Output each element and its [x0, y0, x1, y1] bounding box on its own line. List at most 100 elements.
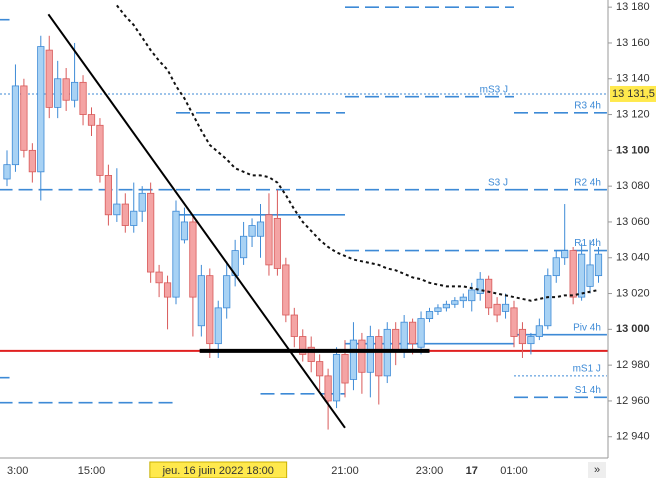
candle-body — [485, 278, 493, 309]
level-label: mS3 J — [480, 84, 508, 95]
candle-body — [451, 300, 459, 305]
y-tick-label: 13 020 — [616, 287, 650, 299]
candle-body — [425, 311, 434, 319]
y-tick-label: 13 140 — [616, 73, 650, 85]
axes: 12 940 12 960 12 980 13 000 13 020 13 040 13 0… — [7, 1, 656, 479]
candle-body — [501, 303, 510, 312]
trend-line — [47, 13, 346, 429]
candle-body — [130, 210, 138, 226]
candle-body — [223, 275, 231, 309]
candle-body — [366, 336, 374, 373]
candle-body — [518, 328, 527, 345]
candle-body — [265, 214, 273, 266]
x-tick-label: 15:00 — [78, 465, 106, 477]
x-tick-label: 17 — [466, 465, 478, 477]
candle-body — [476, 278, 484, 294]
candle-body — [307, 346, 315, 362]
x-tick-label: 23:00 — [416, 465, 444, 477]
candle-body — [535, 325, 543, 337]
candle-body — [248, 225, 256, 237]
candle-body — [189, 221, 197, 298]
candle-body — [400, 321, 408, 352]
candle-body — [299, 336, 307, 355]
moving-average — [116, 4, 599, 302]
candle-body — [54, 78, 62, 108]
y-tick-label: 12 940 — [616, 431, 650, 443]
level-label: R2 4h — [574, 177, 601, 188]
candle-body — [594, 253, 603, 277]
candle-body — [341, 353, 349, 384]
candle-body — [96, 124, 104, 176]
candle-body — [324, 375, 332, 402]
x-tick-label: 01:00 — [500, 465, 528, 477]
candle-body — [578, 253, 586, 298]
candle-body — [3, 164, 11, 180]
y-tick-label: 12 960 — [616, 395, 650, 407]
y-tick-label: 13 080 — [616, 180, 650, 192]
y-tick-label: 13 060 — [616, 216, 650, 228]
candle-body — [11, 85, 20, 166]
candle-body — [586, 264, 594, 287]
x-tick-label: jeu. 16 juin 2022 18:00 — [162, 465, 274, 477]
level-label: S1 4h — [575, 385, 601, 396]
candle-body — [493, 303, 501, 316]
y-tick-label: 13 100 — [616, 144, 650, 156]
candle-body — [417, 318, 425, 348]
candle-body — [332, 353, 341, 402]
candle-body — [468, 289, 476, 302]
candle-body — [206, 275, 214, 345]
candle-body — [138, 192, 146, 212]
x-tick-label: 3:00 — [7, 465, 28, 477]
candle-body — [569, 250, 577, 298]
candle-body — [282, 264, 290, 316]
candle-body — [180, 221, 189, 241]
candle-body — [28, 149, 36, 173]
candle-body — [392, 328, 400, 352]
candle-body — [104, 175, 112, 216]
candle-body — [442, 303, 451, 309]
candle-body — [349, 339, 358, 380]
candle-body — [62, 78, 70, 101]
candle-body — [552, 257, 560, 277]
x-tick-label: 21:00 — [331, 465, 359, 477]
last-price-label: 13 131,5 — [612, 88, 655, 100]
candle-body — [358, 339, 366, 373]
candle-body — [87, 114, 96, 126]
y-tick-label: 13 180 — [616, 1, 650, 13]
candle-body — [290, 314, 298, 337]
level-label: Piv 4h — [573, 322, 601, 333]
plot-area: mS3 J S3 J R3 4h R2 4h R1 4h Piv 4h mS1 J S1 4h — [0, 4, 608, 430]
y-tick-label: 13 160 — [616, 37, 650, 49]
candle-body — [197, 275, 205, 327]
y-tick-label: 12 980 — [616, 359, 650, 371]
candle-body — [20, 85, 28, 151]
candle-body — [121, 203, 129, 226]
candle-body — [172, 210, 180, 298]
candle-body — [561, 250, 569, 259]
y-tick-label: 13 120 — [616, 108, 650, 120]
level-label: S3 J — [488, 177, 508, 188]
candle-body — [544, 275, 552, 327]
y-tick-label: 13 000 — [616, 323, 650, 335]
candle-body — [459, 296, 467, 302]
level-label: R1 4h — [574, 238, 601, 249]
candle-body — [214, 307, 222, 345]
candle-body — [273, 217, 282, 269]
candle-body — [155, 271, 163, 284]
candle-body — [147, 192, 155, 273]
candle-body — [316, 361, 324, 377]
candle-body — [256, 221, 265, 237]
candle-body — [510, 307, 518, 337]
candle-body — [434, 307, 442, 312]
candle-body — [37, 46, 45, 173]
last-price-bg — [610, 85, 656, 102]
candle-body — [71, 81, 79, 101]
more-button-bg[interactable] — [588, 462, 606, 478]
more-button[interactable]: » — [594, 464, 600, 476]
level-label: mS1 J — [573, 364, 601, 375]
candle-body — [45, 49, 53, 108]
candle-body — [79, 81, 87, 115]
level-label: R3 4h — [574, 100, 601, 111]
